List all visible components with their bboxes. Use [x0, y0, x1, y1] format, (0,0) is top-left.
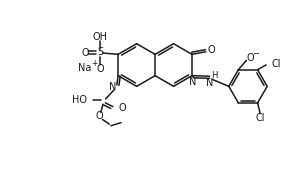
Text: O: O — [207, 45, 215, 55]
Text: N: N — [206, 78, 213, 88]
Text: O: O — [119, 103, 127, 113]
Text: N: N — [189, 77, 197, 87]
Text: Na: Na — [78, 64, 92, 74]
Text: O: O — [247, 53, 254, 63]
Text: +: + — [91, 59, 98, 68]
Text: O: O — [95, 111, 103, 121]
Text: H: H — [211, 71, 218, 80]
Text: −: − — [252, 49, 259, 59]
Text: OH: OH — [93, 32, 108, 42]
Text: S: S — [97, 47, 103, 57]
Text: Cl: Cl — [271, 59, 281, 69]
Text: O: O — [81, 48, 89, 58]
Text: Cl: Cl — [256, 113, 265, 123]
Text: HO: HO — [72, 95, 87, 105]
Text: O: O — [96, 64, 104, 74]
Text: N: N — [109, 82, 116, 92]
